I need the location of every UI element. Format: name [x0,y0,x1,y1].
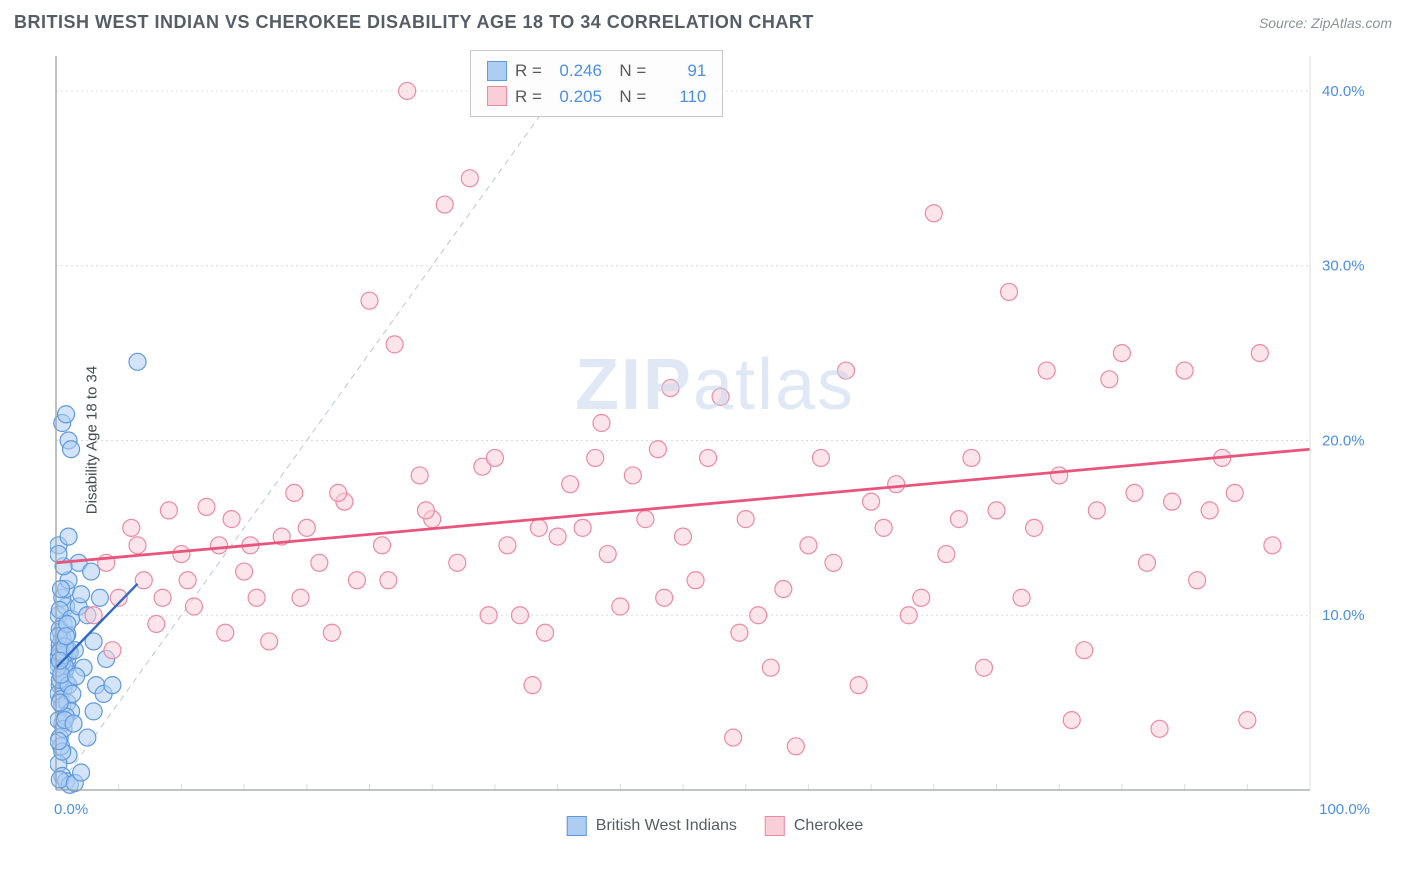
svg-text:100.0%: 100.0% [1319,801,1370,818]
r-value-a: 0.246 [550,58,602,84]
scatter-plot: 10.0% 20.0% 30.0% 40.0% 0.0% 100.0% [50,50,1380,830]
svg-text:20.0%: 20.0% [1322,432,1365,449]
svg-text:0.0%: 0.0% [54,801,88,818]
stats-row-series-a: R = 0.246 N = 91 [487,58,706,84]
legend-swatch-a [567,816,587,836]
legend-label-b: Cherokee [794,817,863,835]
stats-legend-box: R = 0.246 N = 91 R = 0.205 N = 110 [470,50,723,117]
n-value-a: 91 [654,58,706,84]
header: BRITISH WEST INDIAN VS CHEROKEE DISABILI… [14,12,1392,33]
legend-item-b: Cherokee [765,816,863,836]
chart-area: Disability Age 18 to 34 10.0%20.0%30.0%4… [50,50,1380,830]
source-credit: Source: ZipAtlas.com [1259,15,1392,31]
svg-text:10.0%: 10.0% [1322,607,1365,624]
stats-row-series-b: R = 0.205 N = 110 [487,84,706,110]
svg-text:40.0%: 40.0% [1322,83,1365,100]
swatch-series-b [487,86,507,106]
r-value-b: 0.205 [550,84,602,110]
legend-label-a: British West Indians [596,817,737,835]
n-value-b: 110 [654,84,706,110]
svg-text:30.0%: 30.0% [1322,258,1365,275]
legend-swatch-b [765,816,785,836]
swatch-series-a [487,61,507,81]
page-title: BRITISH WEST INDIAN VS CHEROKEE DISABILI… [14,12,814,33]
bottom-legend: British West Indians Cherokee [567,816,863,836]
legend-item-a: British West Indians [567,816,737,836]
